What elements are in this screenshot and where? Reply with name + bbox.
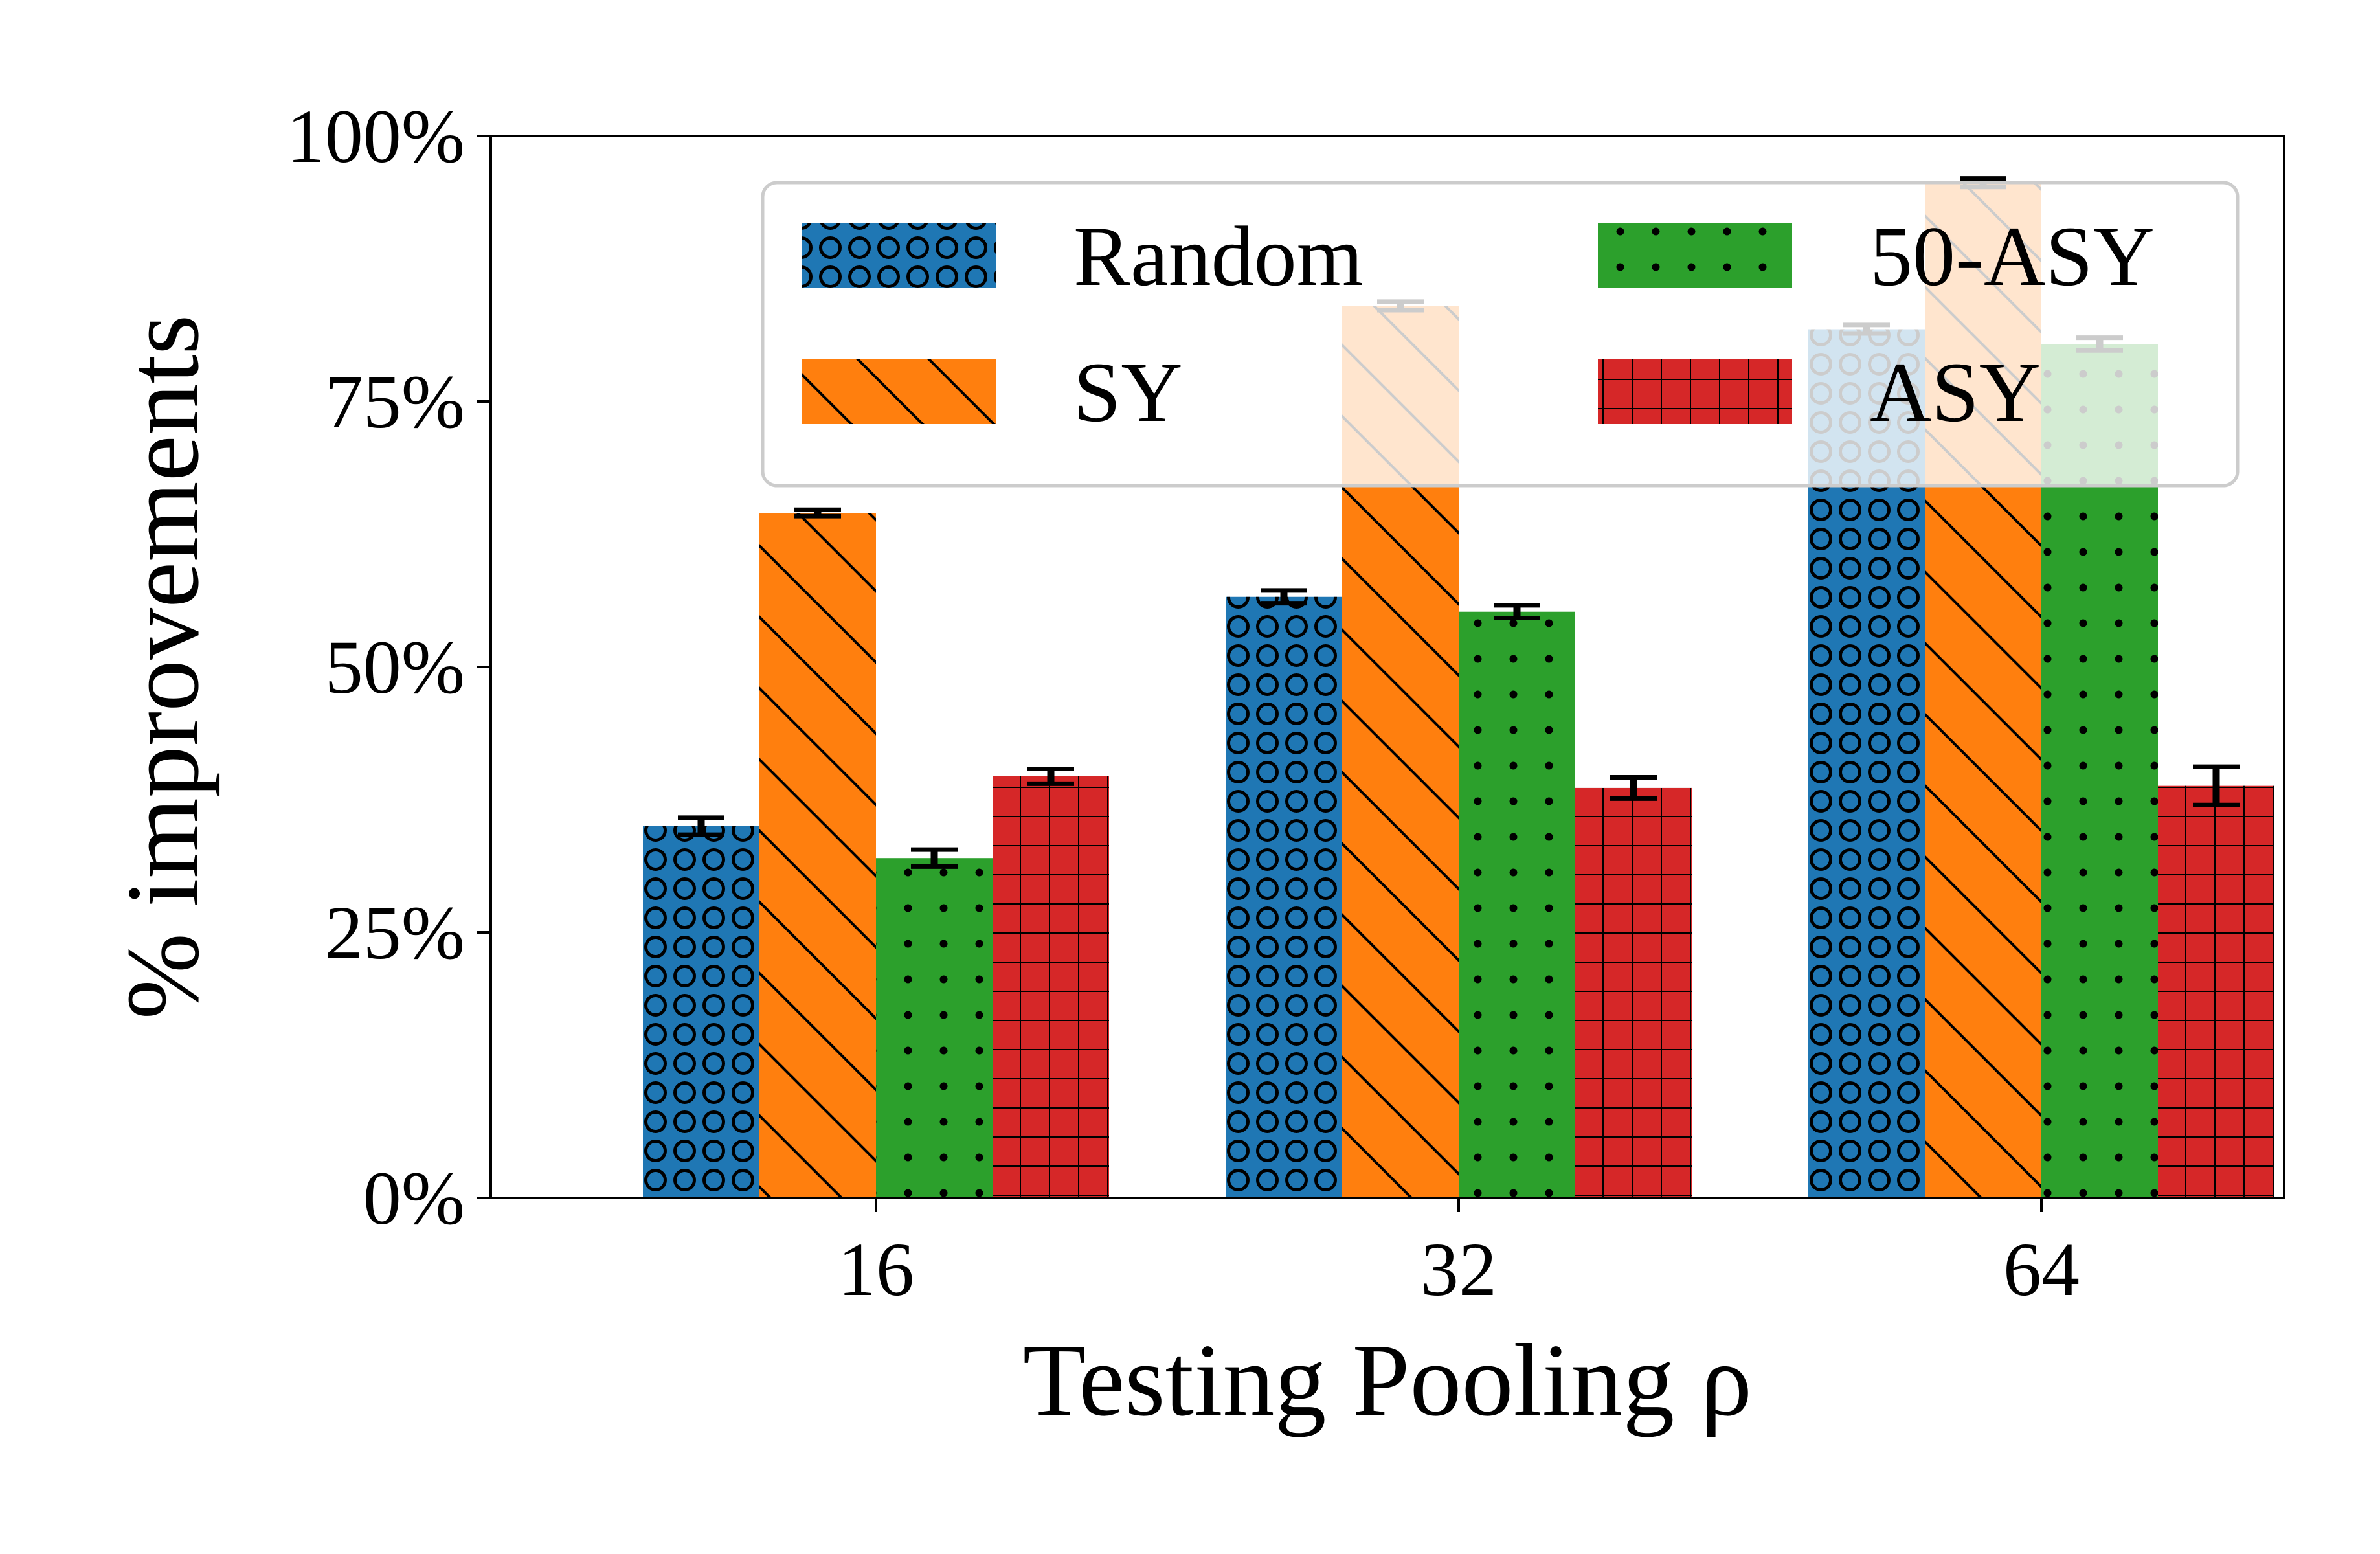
error-bar-asy-16 xyxy=(1027,766,1074,786)
y-tick-label: 25% xyxy=(325,890,465,975)
error-bar-asy-64 xyxy=(2193,764,2240,807)
x-tick-label: 16 xyxy=(838,1227,914,1312)
bar-hatch xyxy=(1459,611,1575,1198)
x-tick-label: 64 xyxy=(2003,1227,2080,1312)
bar-hatch xyxy=(1575,787,1692,1198)
error-bar-50-asy-16 xyxy=(911,847,958,869)
y-tick-label: 50% xyxy=(325,625,465,710)
x-tick-label: 32 xyxy=(1420,1227,1497,1312)
legend-item-random: Random xyxy=(802,208,1363,304)
bar-hatch xyxy=(643,826,759,1198)
bar-hatch xyxy=(876,858,993,1198)
bar-hatch xyxy=(993,776,1109,1198)
y-tick-label: 75% xyxy=(325,359,465,444)
bar-hatch xyxy=(2158,785,2274,1198)
legend-label: ASY xyxy=(1870,344,2041,440)
error-bar-asy-32 xyxy=(1610,775,1657,801)
y-axis: 0% 25% 50% 75% 100% xyxy=(287,94,491,1241)
y-tick-label: 100% xyxy=(287,94,465,179)
legend-box xyxy=(761,181,2240,488)
error-bar-sy-16 xyxy=(794,507,841,519)
error-bar-50-asy-32 xyxy=(1494,603,1540,621)
bars-layer xyxy=(643,176,2274,1199)
legend-item-asy: ASY xyxy=(1598,344,2041,440)
bar-hatch xyxy=(1226,596,1342,1198)
legend-item-50-asy: 50-ASY xyxy=(1598,208,2155,304)
x-axis: 16 32 64 xyxy=(838,1198,2080,1312)
y-tick-label: 0% xyxy=(363,1156,465,1241)
legend-label: Random xyxy=(1073,208,1363,304)
error-bar-random-32 xyxy=(1261,588,1307,606)
error-bar-random-16 xyxy=(678,815,724,837)
y-axis-title: % improvements xyxy=(105,315,220,1020)
legend-item-sy: SY xyxy=(802,344,1183,440)
legend-label: 50-ASY xyxy=(1870,208,2155,304)
x-axis-title: Testing Pooling ρ xyxy=(1023,1322,1752,1437)
legend: Random SY 50-ASY ASY xyxy=(761,181,2240,488)
bar-hatch xyxy=(759,513,876,1199)
legend-label: SY xyxy=(1073,344,1183,440)
